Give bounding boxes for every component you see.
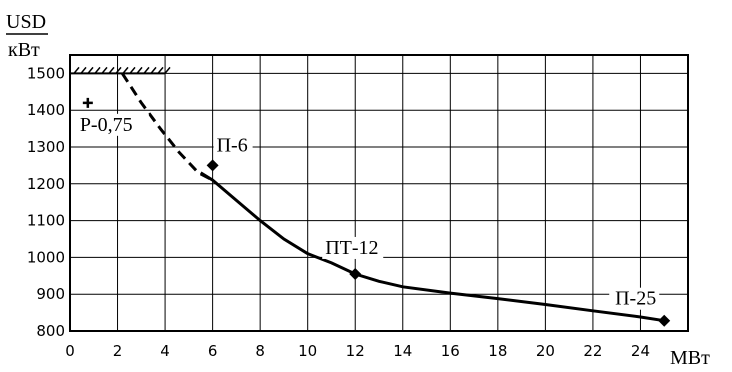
point-label-background xyxy=(213,134,253,157)
series-line-solid xyxy=(199,171,665,323)
hatch-stroke xyxy=(73,66,80,74)
y-tick-label: 900 xyxy=(36,285,65,303)
hatch-stroke xyxy=(157,66,164,74)
point-label-background xyxy=(609,287,660,310)
hatch-stroke xyxy=(108,66,115,74)
hatch-stroke xyxy=(94,66,101,74)
point-label-background xyxy=(322,236,384,259)
y-axis-unit-bottom: кВт xyxy=(8,39,40,61)
axes: 0 2 4 6 8 10 12 14 16 18 20 22 248009001000110012001… xyxy=(27,54,689,360)
point-label-background xyxy=(76,113,149,136)
point-marker-diamond xyxy=(349,267,362,280)
grid xyxy=(70,55,688,331)
hatch-stroke xyxy=(122,66,129,74)
y-tick-label: 1200 xyxy=(27,175,65,193)
hatch-stroke xyxy=(80,66,87,74)
y-tick-label: 1300 xyxy=(27,138,65,156)
hatch-stroke xyxy=(101,66,108,74)
x-tick-label: 4 xyxy=(160,342,170,360)
point-marker-diamond xyxy=(658,314,671,327)
hatch-stroke xyxy=(164,66,171,74)
x-tick-label: 18 xyxy=(488,342,507,360)
hatch-stroke xyxy=(150,66,157,74)
point-marker-plus xyxy=(82,97,93,108)
point-marker-diamond xyxy=(206,159,219,172)
x-tick-label: 10 xyxy=(298,342,317,360)
hatch-stroke xyxy=(87,66,94,74)
x-axis-unit: МВт xyxy=(670,347,710,369)
y-tick-label: 1000 xyxy=(27,248,65,266)
hatch-stroke xyxy=(129,66,136,74)
y-tick-label: 1500 xyxy=(27,64,65,82)
x-tick-label: 2 xyxy=(113,342,123,360)
point-label: П-25 xyxy=(615,288,656,310)
x-tick-label: 12 xyxy=(346,342,365,360)
x-tick-label: 0 xyxy=(65,342,75,360)
y-tick-label: 1400 xyxy=(27,101,65,119)
x-tick-label: 6 xyxy=(208,342,218,360)
plot-frame xyxy=(69,54,689,332)
points-layer: Р-0,75 П-6 ПТ-12 П-25 xyxy=(76,97,671,327)
point-label: П-6 xyxy=(217,134,248,156)
point-label: ПТ-12 xyxy=(325,237,378,259)
hatch-stroke xyxy=(143,66,150,74)
x-tick-label: 20 xyxy=(536,342,555,360)
hatch-stroke xyxy=(136,66,143,74)
y-axis-unit-top: USD xyxy=(6,11,46,33)
x-tick-label: 22 xyxy=(583,342,602,360)
hatch-stroke xyxy=(115,66,122,74)
y-tick-label: 800 xyxy=(36,322,65,340)
x-tick-label: 16 xyxy=(441,342,460,360)
hatched-limit xyxy=(70,66,171,75)
x-tick-label: 14 xyxy=(393,342,412,360)
point-label: Р-0,75 xyxy=(80,114,133,136)
series-layer xyxy=(121,72,665,323)
y-tick-label: 1100 xyxy=(27,212,65,230)
x-tick-label: 24 xyxy=(631,342,650,360)
x-tick-label: 8 xyxy=(255,342,265,360)
